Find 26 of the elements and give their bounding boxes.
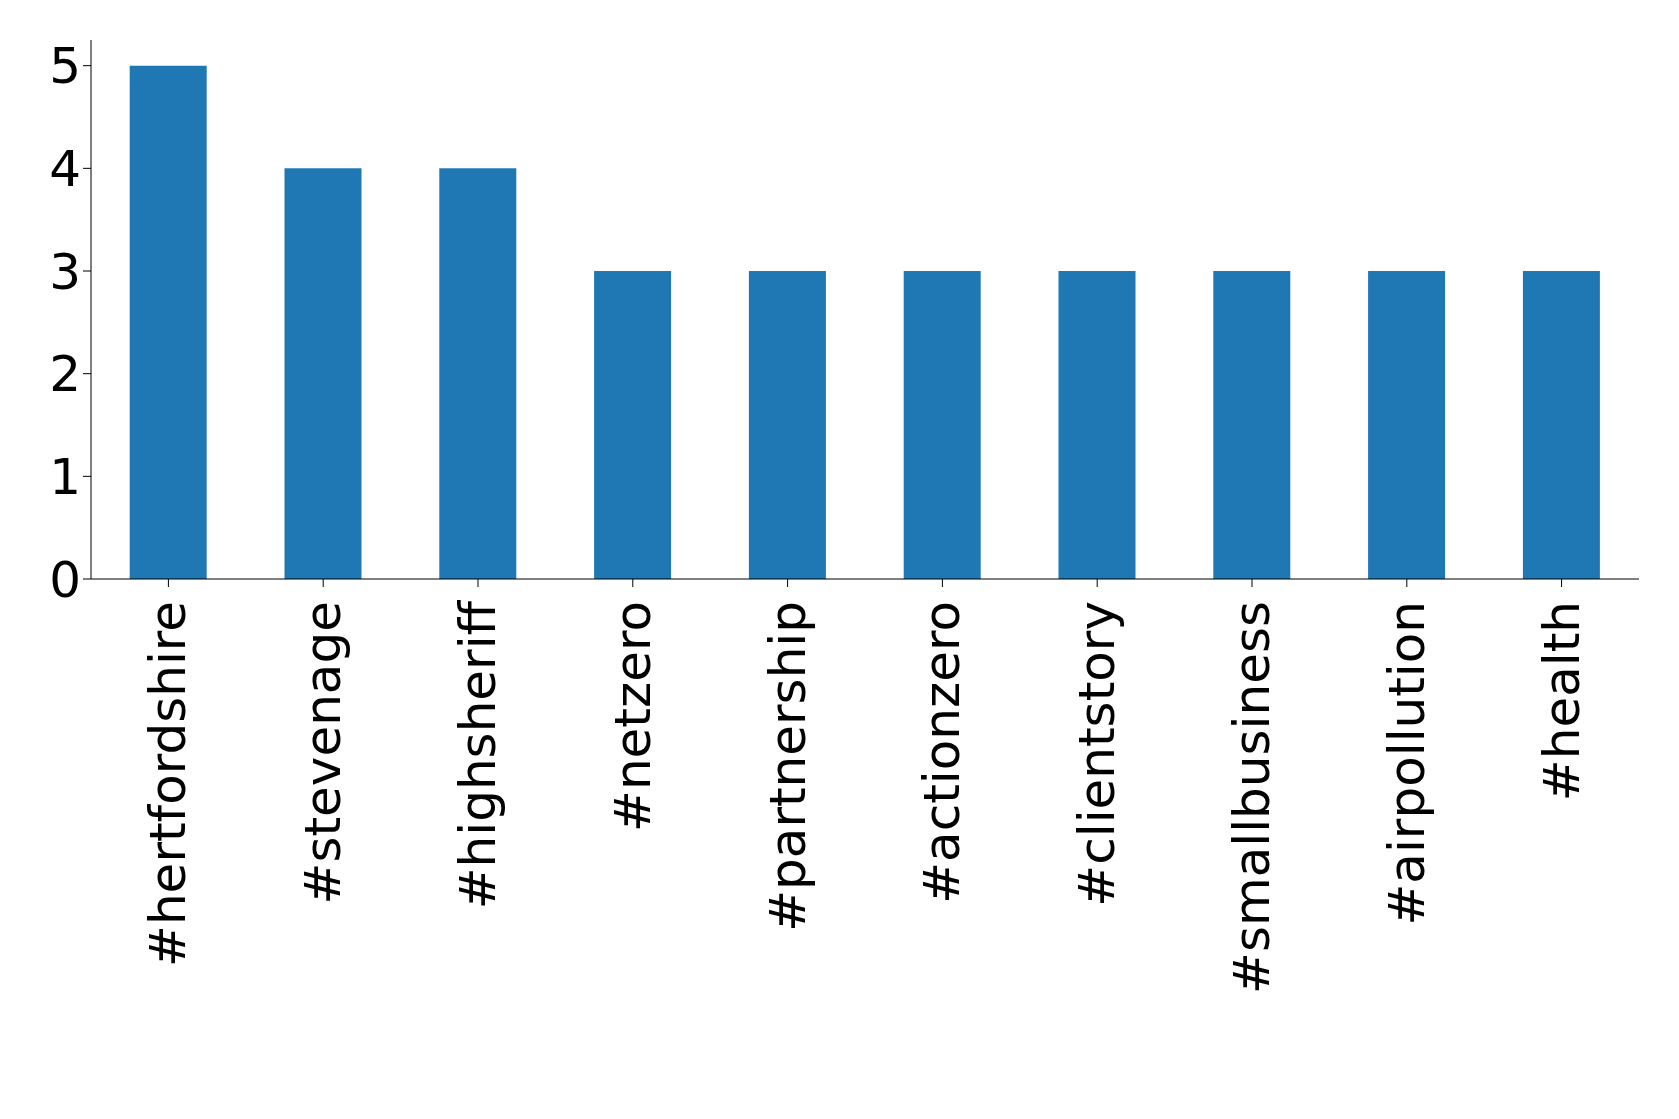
y-tick-label: 4 xyxy=(49,140,81,199)
y-tick-label: 1 xyxy=(49,448,81,507)
x-tick-label: #airpollution xyxy=(1377,601,1436,926)
bar xyxy=(129,65,207,579)
y-tick-label: 2 xyxy=(49,345,81,404)
bar xyxy=(284,168,362,579)
x-tick-label: #partnership xyxy=(758,601,817,932)
bar xyxy=(439,168,517,579)
x-tick-label: #netzero xyxy=(603,601,662,833)
x-tick-label: #health xyxy=(1532,601,1591,802)
bar xyxy=(1522,271,1600,579)
y-tick-label: 5 xyxy=(49,37,81,96)
bar xyxy=(1213,271,1291,579)
x-tick-label: #hertfordshire xyxy=(139,601,198,967)
bar xyxy=(1368,271,1446,579)
bar xyxy=(748,271,826,579)
x-tick-label: #clientstory xyxy=(1068,601,1127,907)
bar xyxy=(1058,271,1136,579)
x-tick-label: #actionzero xyxy=(913,601,972,904)
bar xyxy=(903,271,981,579)
y-tick-label: 0 xyxy=(49,550,81,609)
y-tick-label: 3 xyxy=(49,242,81,301)
x-tick-label: #stevenage xyxy=(294,601,353,905)
x-tick-label: #smallbusiness xyxy=(1223,601,1281,994)
bar xyxy=(594,271,672,579)
x-tick-label: #highsheriff xyxy=(449,599,507,910)
